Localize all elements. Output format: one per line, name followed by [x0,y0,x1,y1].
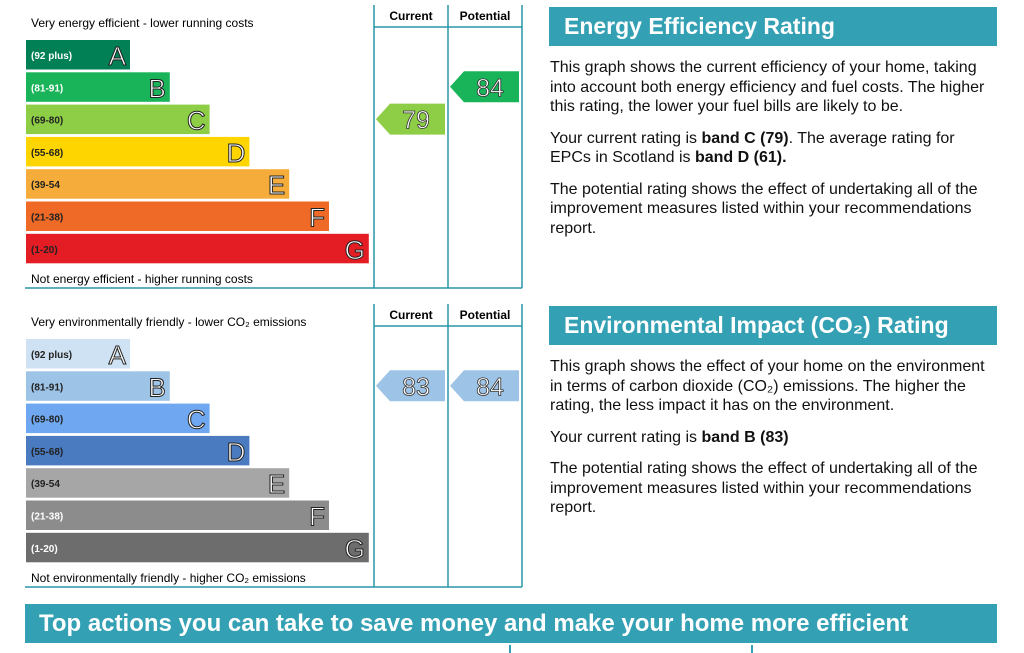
band-letter: G [345,235,365,265]
band-letter: F [309,502,325,532]
table-edge [509,645,753,653]
panel-text: This graph shows the current efficiency … [549,58,997,238]
band-range: (81-91) [31,382,63,393]
text-run: The potential rating shows the effect of… [550,460,978,516]
band-letter: A [109,41,127,71]
band-bar [26,201,329,231]
paragraph: The potential rating shows the effect of… [550,180,997,239]
band-range: (69-80) [31,415,63,426]
band-letter: C [187,106,206,136]
band-letter: D [227,437,246,467]
band-bar [26,136,250,167]
text-run: band C (79) [701,129,789,147]
rating-value: 83 [402,373,430,401]
band-letter: A [109,340,127,370]
text-run: band B (83) [701,428,789,446]
band-bar [26,468,290,498]
band-bar [26,500,329,530]
text-run: Your current rating is [550,428,702,446]
paragraph: This graph shows the effect of your home… [550,357,997,416]
band-range: (55-68) [31,447,63,458]
band-letter: C [187,405,206,435]
rating-arrow [450,370,519,402]
band-bar [26,339,130,369]
band-bar [26,72,170,102]
rating-arrow [450,71,519,103]
band-range: (81-91) [31,83,63,94]
band-letter: F [309,203,325,233]
band-range: (92 plus) [31,350,72,361]
scale-bottom-label: Not energy efficient - higher running co… [31,272,253,286]
rating-chart: Current Potential Very environmentally fri… [25,304,523,588]
band-range: (21-38) [31,213,63,224]
scale-bottom-label: Not environmentally friendly - higher CO… [31,571,306,585]
band-letter: D [227,138,246,168]
rating-arrow [376,103,445,135]
panel-title: Energy Efficiency Rating [549,7,997,46]
scale-top-label: Very environmentally friendly - lower CO… [31,315,306,329]
band-letter: E [268,170,285,200]
column-header: Current [389,9,432,23]
band-letter: B [148,372,165,402]
band-letter: G [345,534,365,564]
band-range: (39-54 [31,180,60,191]
text-run: This graph shows the effect of your home… [550,358,985,414]
text-run: band D (61). [694,149,787,166]
actions-banner: Top actions you can take to save money a… [25,604,997,643]
panel-text: This graph shows the effect of your home… [549,357,997,518]
text-run: Your current rating is [550,129,702,147]
column-header: Potential [460,9,511,23]
rating-value: 79 [402,107,430,135]
band-bar [26,233,369,264]
rating-charts: Current Potential Very energy efficient - … [25,5,523,588]
column-header: Current [389,308,432,322]
band-bar [26,532,369,563]
band-bar [26,435,250,466]
text-run: This graph shows the current efficiency … [550,59,985,115]
text-run: The potential rating shows the effect of… [550,180,978,237]
band-bar [26,371,170,401]
rating-chart: Current Potential Very energy efficient - … [25,5,523,289]
panel-title: Environmental Impact (CO₂) Rating [549,306,997,345]
column-header: Potential [460,308,511,322]
band-bar [26,403,210,434]
band-bar [26,169,290,199]
band-bar [26,40,130,70]
paragraph: Your current rating is band C (79). The … [550,129,997,168]
rating-value: 84 [476,74,504,102]
paragraph: Your current rating is band B (83) [550,428,997,448]
band-range: (1-20) [31,544,58,555]
band-bar [26,104,210,135]
environment-panel: Environmental Impact (CO₂) Rating This g… [549,306,997,518]
band-letter: B [148,73,165,103]
paragraph: The potential rating shows the effect of… [550,459,997,518]
band-range: (55-68) [31,148,63,159]
text-run: . The average rating for EPCs in Scotlan… [550,129,955,167]
energy-panel: Energy Efficiency Rating This graph show… [549,7,997,238]
band-range: (39-54 [31,479,60,490]
band-range: (21-38) [31,512,63,523]
band-range: (69-80) [31,116,63,127]
scale-top-label: Very energy efficient - lower running co… [31,16,254,30]
paragraph: This graph shows the current efficiency … [550,58,997,117]
band-range: (1-20) [31,245,58,256]
band-letter: E [268,469,285,499]
rating-value: 84 [476,373,504,401]
rating-arrow [376,370,445,402]
band-range: (92 plus) [31,51,72,62]
